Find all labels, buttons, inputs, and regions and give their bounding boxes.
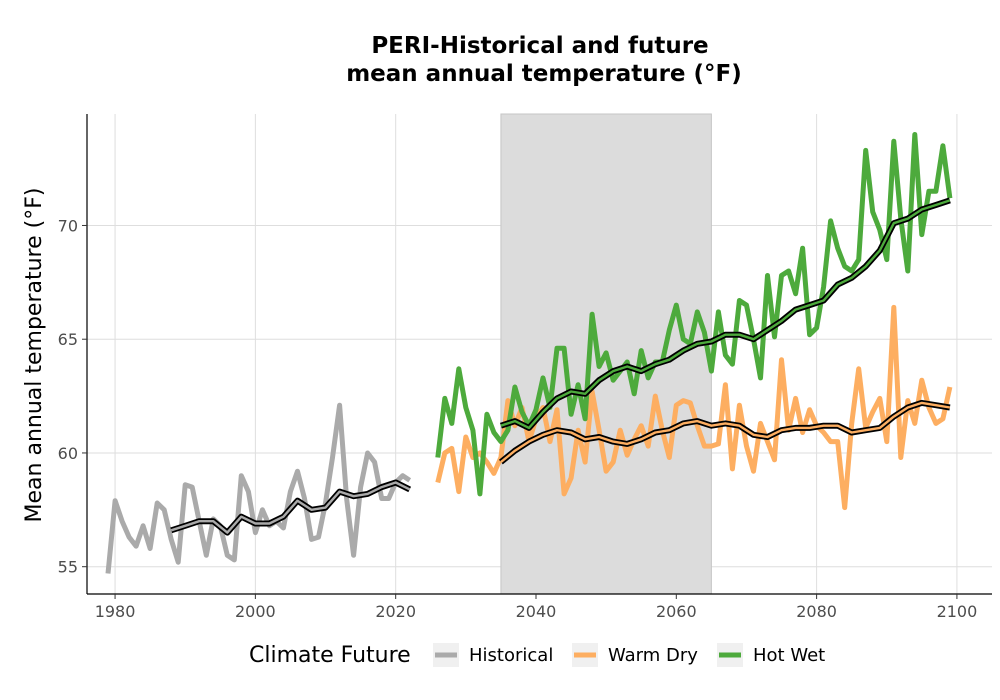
legend-label-hot-wet: Hot Wet	[753, 645, 825, 666]
x-tick-label: 2000	[235, 602, 276, 621]
legend-items: Historical Warm Dry Hot Wet	[433, 643, 825, 667]
y-tick-label: 65	[58, 330, 78, 349]
legend: Climate Future Historical Warm Dry Hot Wet	[249, 643, 825, 668]
y-tick-label: 70	[58, 216, 78, 235]
y-tick-label: 60	[58, 444, 78, 463]
y-tick-label: 55	[58, 558, 78, 577]
x-tick-label: 1980	[95, 602, 136, 621]
legend-label-historical: Historical	[469, 645, 553, 666]
x-tick-label: 2080	[796, 602, 837, 621]
smoothed-lines	[170, 197, 951, 536]
x-tick-label: 2100	[937, 602, 978, 621]
smoothed-line-hot-wet	[500, 199, 951, 430]
legend-label-warm-dry: Warm Dry	[608, 645, 698, 666]
axes	[82, 114, 992, 599]
x-tick-label: 2060	[656, 602, 697, 621]
chart-title-line-2: mean annual temperature (°F)	[346, 61, 742, 87]
series-line-hot-wet	[435, 132, 953, 497]
tick-labels: 1980 2000 2020 2040 2060 2080 2100 55 60 65 70	[58, 216, 978, 621]
smoothed-line-historical	[170, 481, 411, 534]
x-tick-label: 2040	[516, 602, 557, 621]
x-tick-label: 2020	[375, 602, 416, 621]
series-line-historical	[105, 402, 412, 574]
smoothed-line-warm-dry	[500, 401, 951, 464]
chart-title-line-1: PERI-Historical and future	[371, 33, 708, 59]
y-axis-title: Mean annual temperature (°F)	[22, 188, 47, 523]
legend-title: Climate Future	[249, 643, 411, 668]
